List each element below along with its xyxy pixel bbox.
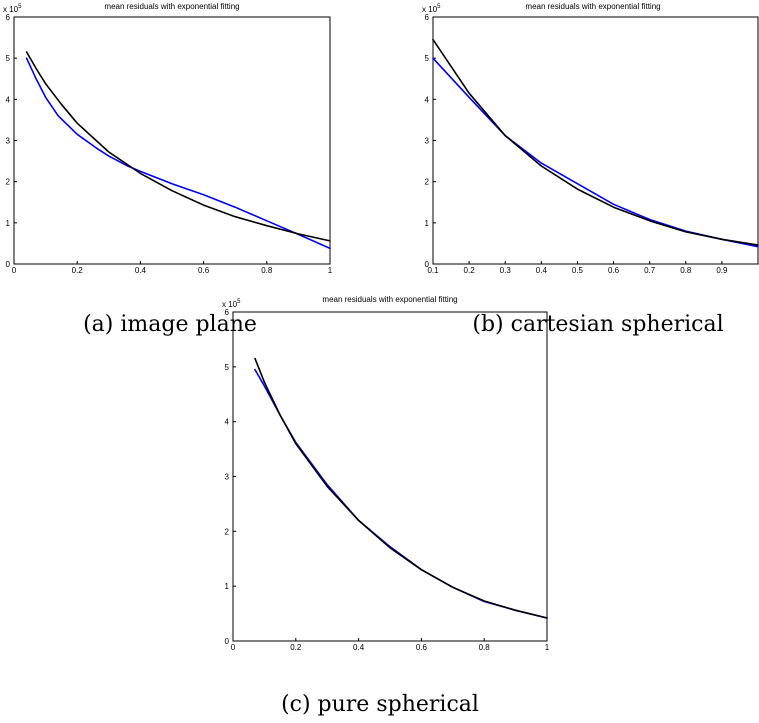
series-line-a-1 xyxy=(25,51,331,242)
y-tick-label-a-5: 5 xyxy=(6,54,11,63)
y-exponent-base-c: x 10 xyxy=(222,300,238,309)
y-tick-label-b-4: 4 xyxy=(425,95,430,104)
y-exponent-power-b: 5 xyxy=(437,4,441,10)
y-tick-label-b-3: 3 xyxy=(425,137,430,146)
x-tick-label-c-2: 0.4 xyxy=(353,643,365,652)
series-line-b-0 xyxy=(432,57,759,248)
caption-a: (a) image plane xyxy=(83,312,257,337)
y-tick-label-b-0: 0 xyxy=(425,260,430,269)
chart-panel-b: mean residuals with exponential fitting … xyxy=(422,2,759,337)
y-tick-label-a-2: 2 xyxy=(6,178,11,187)
chart-panel-c: mean residuals with exponential fitting … xyxy=(222,295,550,717)
y-tick-label-c-3: 3 xyxy=(225,473,230,482)
x-tick-label-c-5: 1 xyxy=(545,643,550,652)
y-tick-label-b-6: 6 xyxy=(425,13,430,22)
x-tick-label-a-4: 0.8 xyxy=(261,266,273,275)
y-tick-label-a-3: 3 xyxy=(6,137,11,146)
series-line-a-0 xyxy=(25,57,331,250)
ticks-c: 0 0.2 0.4 0.6 0.8 1 0 1 2 3 4 5 6 xyxy=(225,308,550,652)
chart-panel-a: mean residuals with exponential fitting … xyxy=(3,2,333,337)
x-tick-label-a-5: 1 xyxy=(328,266,333,275)
ticks-b: 0.1 0.2 0.3 0.4 0.5 0.6 0.7 0.8 0.9 0 1 2 3 4 5 6 xyxy=(425,13,728,275)
y-tick-label-a-0: 0 xyxy=(6,260,11,269)
y-tick-label-c-0: 0 xyxy=(225,637,230,646)
x-tick-label-a-1: 0.2 xyxy=(72,266,84,275)
x-tick-label-a-0: 0 xyxy=(12,266,17,275)
series-group-b xyxy=(432,38,759,248)
x-tick-label-b-4: 0.5 xyxy=(572,266,584,275)
x-tick-label-b-6: 0.7 xyxy=(644,266,656,275)
x-tick-label-c-4: 0.8 xyxy=(479,643,491,652)
x-tick-label-a-2: 0.4 xyxy=(135,266,147,275)
y-tick-label-b-2: 2 xyxy=(425,178,430,187)
chart-title-c: mean residuals with exponential fitting xyxy=(322,295,457,304)
y-tick-label-c-2: 2 xyxy=(225,527,230,536)
y-tick-label-a-6: 6 xyxy=(6,13,11,22)
x-tick-label-b-1: 0.2 xyxy=(464,266,476,275)
caption-c: (c) pure spherical xyxy=(281,692,479,717)
y-exponent-label-a: x 105 xyxy=(3,4,22,14)
series-group-a xyxy=(25,51,331,250)
y-exponent-label-b: x 105 xyxy=(422,4,441,14)
y-exponent-power-a: 5 xyxy=(18,4,22,10)
y-tick-label-c-5: 5 xyxy=(225,363,230,372)
x-tick-label-c-3: 0.6 xyxy=(416,643,428,652)
x-tick-label-b-0: 0.1 xyxy=(427,266,439,275)
y-tick-label-c-4: 4 xyxy=(225,418,230,427)
chart-title-a: mean residuals with exponential fitting xyxy=(104,2,239,11)
x-tick-label-b-2: 0.3 xyxy=(500,266,512,275)
y-tick-label-a-4: 4 xyxy=(6,95,11,104)
series-group-c xyxy=(254,357,548,619)
ticks-a: 0 0.2 0.4 0.6 0.8 1 0 1 2 3 4 5 6 xyxy=(6,13,333,275)
series-line-c-0 xyxy=(254,368,548,619)
y-tick-label-c-1: 1 xyxy=(225,582,230,591)
y-tick-label-b-5: 5 xyxy=(425,54,430,63)
x-tick-label-c-0: 0 xyxy=(231,643,236,652)
axes-box-c xyxy=(232,311,548,642)
x-tick-label-b-8: 0.9 xyxy=(716,266,728,275)
series-line-b-1 xyxy=(432,38,759,246)
y-tick-label-a-1: 1 xyxy=(6,219,11,228)
y-tick-label-b-1: 1 xyxy=(425,219,430,228)
caption-b: (b) cartesian spherical xyxy=(472,312,723,337)
x-tick-label-b-3: 0.4 xyxy=(536,266,548,275)
x-tick-label-b-5: 0.6 xyxy=(608,266,620,275)
y-tick-label-c-6: 6 xyxy=(225,308,230,317)
x-tick-label-c-1: 0.2 xyxy=(290,643,302,652)
y-exponent-base-a: x 10 xyxy=(3,5,19,14)
y-exponent-label-c: x 105 xyxy=(222,299,241,309)
series-line-c-1 xyxy=(254,357,548,619)
y-exponent-power-c: 5 xyxy=(237,299,241,305)
y-exponent-base-b: x 10 xyxy=(422,5,438,14)
axes-box-b xyxy=(432,16,759,265)
chart-title-b: mean residuals with exponential fitting xyxy=(525,2,660,11)
x-tick-label-b-7: 0.8 xyxy=(680,266,692,275)
x-tick-label-a-3: 0.6 xyxy=(198,266,210,275)
